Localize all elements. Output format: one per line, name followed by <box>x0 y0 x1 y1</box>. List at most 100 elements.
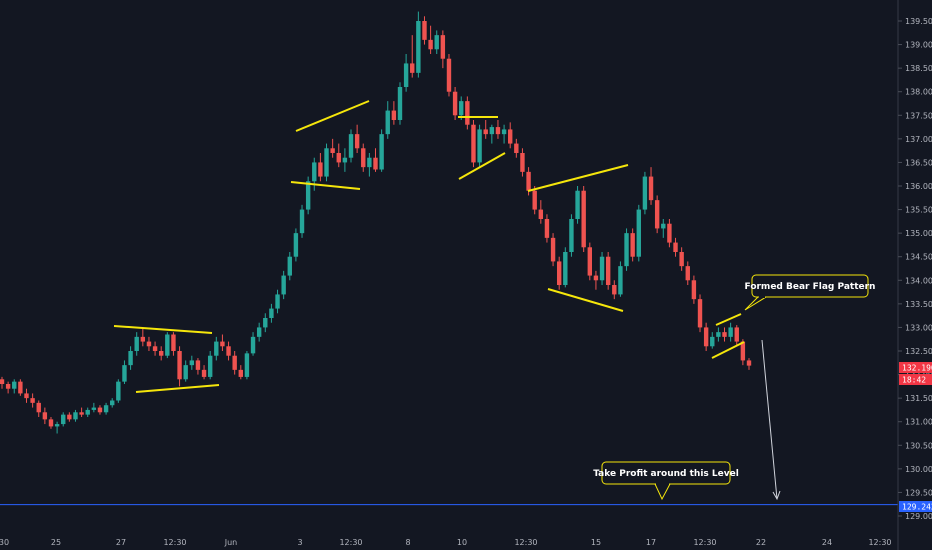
pattern-trendline[interactable] <box>113 325 213 334</box>
candle-body <box>691 280 697 300</box>
price-tag-bg <box>899 374 932 385</box>
candle-body <box>48 419 54 427</box>
candle-body <box>165 334 170 356</box>
candle-body <box>232 355 237 370</box>
y-tick-label: 131.500 <box>905 394 932 403</box>
candle-body <box>36 402 41 413</box>
candle-body <box>287 256 292 276</box>
candle-body <box>575 190 580 219</box>
candle-body <box>514 143 519 153</box>
candle-body <box>269 308 274 318</box>
candle-body <box>728 327 733 337</box>
candle-body <box>544 219 550 238</box>
y-tick-label: 137.000 <box>905 135 932 144</box>
candle-body <box>673 242 678 252</box>
candle-body <box>532 190 537 210</box>
candle-body <box>416 21 421 73</box>
y-tick-label: 132.500 <box>905 347 932 356</box>
candle-body <box>563 252 568 285</box>
candle-body <box>508 129 513 144</box>
y-tick-label: 131.000 <box>905 418 932 427</box>
candle-body <box>716 332 721 337</box>
y-axis[interactable]: 129.000 129.500 130.000 130.500 131.000 131.5… <box>898 17 932 521</box>
x-tick-label: 12:30 <box>339 538 362 547</box>
candle-body <box>324 148 329 177</box>
pattern-trendline[interactable] <box>711 341 745 359</box>
candle-body <box>177 351 182 380</box>
x-tick-label: 3 <box>297 538 302 547</box>
arrow-shaft <box>761 339 778 500</box>
candle-body <box>183 365 188 380</box>
x-tick-label: 12:30 <box>163 538 186 547</box>
pattern-trendline[interactable] <box>547 288 624 312</box>
candle-body <box>18 381 23 394</box>
y-tick-label: 135.000 <box>905 229 932 238</box>
candle-body <box>220 341 225 347</box>
candle-body <box>281 275 286 295</box>
candle-body <box>189 360 195 366</box>
candle-body <box>128 351 133 366</box>
candle-body <box>67 414 72 420</box>
pattern-trendline[interactable] <box>458 152 506 180</box>
y-tick-label: 136.500 <box>905 158 932 167</box>
candle-body <box>697 299 703 328</box>
x-tick-label: 17 <box>646 538 656 547</box>
y-tick-label: 130.000 <box>905 465 932 474</box>
candle-body <box>318 162 323 177</box>
candle-body <box>0 379 5 384</box>
pattern-lines <box>113 100 745 393</box>
candle-body <box>336 153 341 163</box>
pattern-trendline[interactable] <box>715 313 742 326</box>
candle-body <box>587 247 593 276</box>
y-tick-label: 136.000 <box>905 182 932 191</box>
candle-body <box>654 200 660 229</box>
candle-body <box>226 346 231 356</box>
x-tick-label: 12:30 <box>693 538 716 547</box>
candle-body <box>593 275 599 281</box>
candle-body <box>520 153 525 172</box>
candle-body <box>85 409 90 415</box>
x-tick-label: 30 <box>0 538 9 547</box>
candle-body <box>526 171 531 191</box>
candle-body <box>195 360 201 370</box>
pattern-trendline[interactable] <box>527 164 629 192</box>
candle-body <box>152 346 158 351</box>
candle-body <box>263 318 268 328</box>
candle-body <box>12 381 17 389</box>
candle-body <box>483 129 488 135</box>
x-axis[interactable]: 30 25 27 12:30 Jun 3 12:30 8 10 12:30 15 17 12:30 22 2… <box>0 538 892 547</box>
candle-body <box>642 176 648 210</box>
x-tick-label: 22 <box>756 538 766 547</box>
candle-body <box>79 412 84 415</box>
callout-label[interactable]: Formed Bear Flag Pattern <box>745 274 876 311</box>
pattern-trendline[interactable] <box>295 100 370 132</box>
candle-body <box>30 398 35 403</box>
candle-body <box>354 134 360 149</box>
y-tick-label: 139.500 <box>905 17 932 26</box>
y-tick-label: 130.500 <box>905 441 932 450</box>
candle-body <box>299 209 305 234</box>
callouts-layer: Formed Bear Flag Pattern Take Profit arou… <box>593 274 876 501</box>
x-tick-label: 12:30 <box>514 538 537 547</box>
y-tick-label: 138.000 <box>905 88 932 97</box>
candle-body <box>348 134 354 158</box>
price-tag-bg <box>899 362 932 373</box>
candle-body <box>648 176 654 201</box>
candle-body <box>569 219 574 252</box>
candle-body <box>42 412 48 420</box>
candle-body <box>146 341 152 347</box>
x-tick-label: 24 <box>822 538 832 547</box>
candle-body <box>275 294 280 309</box>
candle-body <box>618 266 623 295</box>
y-tick-label: 129.500 <box>905 488 932 497</box>
candle-body <box>495 127 501 135</box>
candle-body <box>410 63 415 73</box>
pattern-trendline[interactable] <box>290 181 361 190</box>
callout-label[interactable]: Take Profit around this Level <box>593 461 739 501</box>
candle-body <box>624 233 629 267</box>
candle-body <box>116 381 121 401</box>
pattern-trendline[interactable] <box>135 384 220 393</box>
candle-body <box>667 223 672 243</box>
callout-text: Formed Bear Flag Pattern <box>745 282 876 292</box>
